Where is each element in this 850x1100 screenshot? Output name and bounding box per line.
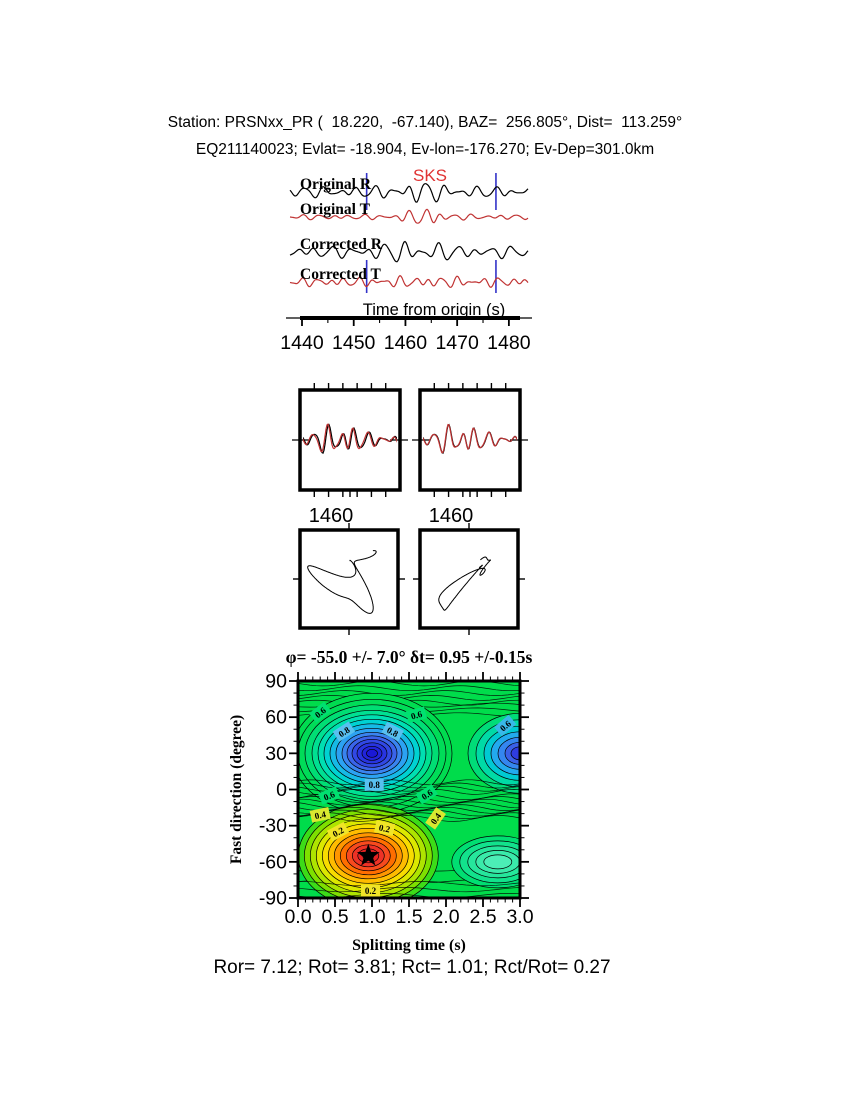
y-axis-tick-label: -90 [259,888,287,910]
contour-line [298,798,520,806]
contour-line [298,806,520,814]
trace-label-corrected-t: Corrected T [300,266,381,283]
x-axis-tick-label: 1.5 [395,906,422,928]
contour-line [298,815,520,822]
wave-box-tick-label: 1460 [309,505,354,527]
contour-label: 0.6 [318,786,341,805]
contour-ring [483,854,513,870]
y-axis-tick-label: -60 [259,851,287,873]
trace-original-t [289,208,529,224]
time-axis-tick-label: 1460 [384,332,428,354]
y-axis-tick-label: 30 [265,743,287,765]
best-fit-star [356,843,380,866]
particle-motion-left [307,550,377,614]
pm-box-left [298,528,400,630]
contour-label: 0.2 [361,884,380,897]
svg-text:0.2: 0.2 [331,825,346,839]
analysis-svg: 1460 1460 [292,383,528,635]
trace-label-original-t: Original T [300,201,371,218]
contour-label: 0.6 [405,706,428,724]
y-axis-label: Fast direction (degree) [228,715,245,864]
x-axis-tick-label: 0.0 [284,906,311,928]
contour-svg: 0.60.8 0.80.60.60.80.6 0.60.40.2 0.20.40.29… [228,647,534,954]
phase-label: SKS [413,166,447,185]
contour-line [298,880,520,887]
header-line-2: EQ211140023; Evlat= -18.904, Ev-lon=-176… [195,141,655,158]
particle-motion-right [438,556,491,611]
analysis-panels: 1460 1460 [280,375,540,640]
contour-label: 0.4 [309,806,331,823]
trace-label-corrected-r: Corrected R [300,236,383,253]
waveform-panel: Original R Original T Corrected R Corrected… [280,160,540,365]
contour-label: 0.4 [425,807,446,830]
windowed-trace-right [423,423,517,454]
contour-label: 0.6 [494,714,517,737]
svg-text:0.6: 0.6 [410,709,424,722]
x-axis-tick-label: 3.0 [506,906,533,928]
contour-label: 0.2 [326,821,350,842]
contour-ring [366,748,378,758]
x-axis-label: Splitting time (s) [352,937,466,954]
contour-panel: 0.6 0.8 0.8 0.6 0.6 0.8 0.6 0.6 0.4 0.2 0.2 0.4 0.2 9… [225,642,555,967]
time-axis-tick-label: 1480 [487,332,531,354]
contour-line [298,779,520,786]
header-line-1: Station: PRSNxx_PR ( 18.220, -67.140), B… [167,114,683,131]
trace-corrected-t [289,274,529,288]
time-axis-label: Time from origin (s) [363,301,505,319]
svg-text:0.2: 0.2 [365,886,377,896]
contour-line [298,801,520,809]
contour-line [298,695,520,701]
contour-label: 0.8 [364,778,384,791]
contour-line [298,690,520,696]
windowed-trace-left [303,423,397,453]
footer-stats: Ror= 7.12; Rot= 3.81; Rct= 1.01; Rct/Rot… [213,957,611,978]
pm-box-right [418,528,520,630]
x-axis-tick-label: 0.5 [321,906,348,928]
contour-label: 0.6 [415,784,439,805]
time-axis-tick-label: 1440 [280,332,324,354]
time-axis-tick-label: 1450 [332,332,376,354]
contour-label: 0.8 [332,721,356,742]
y-axis-tick-label: 60 [265,707,287,729]
y-axis-tick-label: 0 [276,779,287,801]
time-axis-tick-label: 1470 [435,332,479,354]
contour-line [298,685,520,692]
contour-label: 0.6 [309,701,332,723]
waveform-svg: Original R Original T Corrected R Corrected… [280,166,532,354]
contour-ring [510,746,520,761]
contour-label: 0.8 [381,721,404,742]
y-axis-tick-label: -30 [259,815,287,837]
trace-original-r [289,183,529,203]
contour-label: 0.2 [374,820,396,836]
svg-text:0.8: 0.8 [385,725,400,739]
svg-text:0.2: 0.2 [378,822,392,834]
x-axis-tick-label: 2.0 [432,906,459,928]
x-axis-tick-label: 2.5 [469,906,496,928]
trace-corrected-r [289,240,529,263]
trace-label-original-r: Original R [300,176,372,193]
y-axis-tick-label: 90 [265,671,287,693]
svg-text:0.4: 0.4 [314,809,328,821]
svg-text:0.6: 0.6 [322,789,337,803]
contour-title: φ= -55.0 +/- 7.0° δt= 0.95 +/-0.15s [286,647,533,667]
x-axis-tick-label: 1.0 [358,906,385,928]
contour-line [298,887,520,893]
wave-box-tick-label: 1460 [429,505,474,527]
svg-text:0.8: 0.8 [369,780,381,790]
